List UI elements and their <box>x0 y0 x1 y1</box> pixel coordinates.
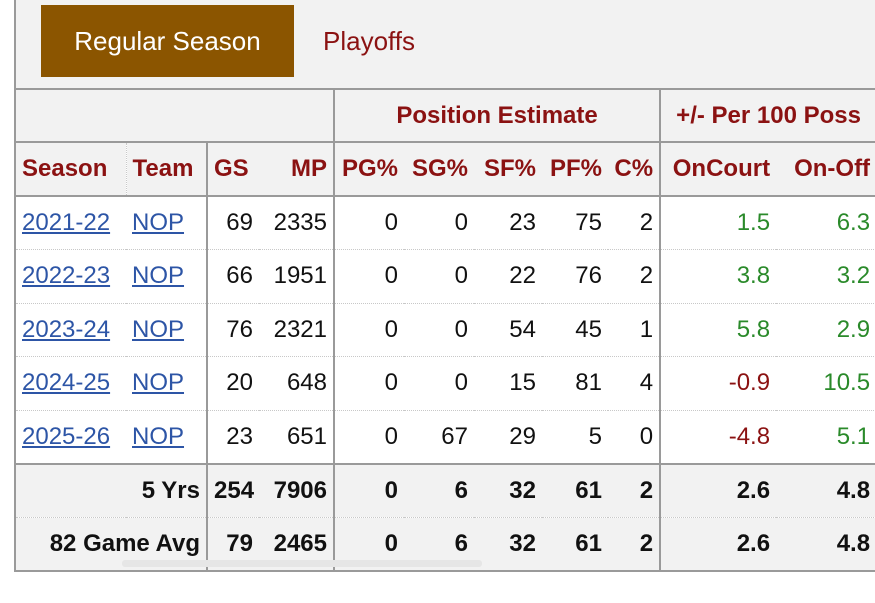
totals-label: 5 Yrs <box>14 463 207 518</box>
cell-oncourt: 5.8 <box>659 303 777 357</box>
total-sf-pct: 32 <box>474 463 542 518</box>
col-header-c-pct[interactable]: C% <box>608 142 661 197</box>
cell-pg-pct: 0 <box>333 410 404 465</box>
cell-on-off: 5.1 <box>776 410 875 465</box>
tab-playoffs[interactable]: Playoffs <box>323 25 416 56</box>
cell-on-off: 10.5 <box>776 356 875 411</box>
cell-pf-pct: 75 <box>542 196 608 250</box>
col-header-pg-pct[interactable]: PG% <box>333 142 404 197</box>
cell-sg-pct: 0 <box>404 249 474 304</box>
cell-c-pct: 1 <box>608 303 661 357</box>
team-link[interactable]: NOP <box>132 262 185 290</box>
total-pg-pct: 0 <box>333 463 404 518</box>
tab-regular-season[interactable]: Regular Season <box>41 5 294 77</box>
cell-oncourt: 1.5 <box>659 196 777 250</box>
team-link[interactable]: NOP <box>132 422 185 450</box>
table-row: 2023-24 NOP 76 2321 0 0 54 45 1 5.8 2.9 <box>14 303 875 357</box>
total-oncourt: 2.6 <box>659 463 777 518</box>
team-link[interactable]: NOP <box>132 209 185 236</box>
horizontal-scrollbar[interactable] <box>122 560 482 567</box>
col-header-on-off[interactable]: On-Off <box>776 142 875 197</box>
col-header-team[interactable]: Team <box>126 142 207 197</box>
cell-pf-pct: 81 <box>542 356 608 411</box>
cell-sf-pct: 23 <box>474 196 542 250</box>
season-link[interactable]: 2023-24 <box>22 315 111 343</box>
cell-on-off: 3.2 <box>776 249 875 304</box>
total-pf-pct: 61 <box>542 517 608 572</box>
table-row: 2025-26 NOP 23 651 0 67 29 5 0 -4.8 5.1 <box>14 410 875 465</box>
cell-pf-pct: 45 <box>542 303 608 357</box>
cell-on-off: 6.3 <box>776 196 875 250</box>
total-sf-pct: 32 <box>474 517 542 572</box>
cell-oncourt: -4.8 <box>659 410 777 465</box>
cell-c-pct: 4 <box>608 356 661 411</box>
col-header-oncourt[interactable]: OnCourt <box>659 142 777 197</box>
cell-sf-pct: 22 <box>474 249 542 304</box>
cell-pf-pct: 5 <box>542 410 608 465</box>
total-on-off: 4.8 <box>776 517 875 572</box>
col-header-season[interactable]: Season <box>14 142 127 197</box>
stats-table: Position Estimate +/- Per 100 Poss Seaso… <box>14 88 875 572</box>
col-header-mp[interactable]: MP <box>259 142 334 197</box>
season-link[interactable]: 2025-26 <box>22 422 111 450</box>
cell-pg-pct: 0 <box>333 303 404 357</box>
cell-sf-pct: 54 <box>474 303 542 357</box>
total-c-pct: 2 <box>608 463 661 518</box>
table-row: 2024-25 NOP 20 648 0 0 15 81 4 -0.9 10.5 <box>14 356 875 411</box>
cell-sf-pct: 15 <box>474 356 542 411</box>
cell-gs: 66 <box>206 249 259 304</box>
cell-mp: 2335 <box>259 196 334 250</box>
cell-gs: 69 <box>206 196 259 250</box>
cell-gs: 23 <box>206 410 259 465</box>
cell-sf-pct: 29 <box>474 410 542 465</box>
team-link[interactable]: NOP <box>132 315 185 343</box>
cell-sg-pct: 0 <box>404 356 474 411</box>
total-oncourt: 2.6 <box>659 517 777 572</box>
over-header-plus-minus: +/- Per 100 Poss <box>659 88 875 143</box>
total-c-pct: 2 <box>608 517 661 572</box>
over-header-position-estimate: Position Estimate <box>332 88 661 143</box>
tabs-bar: Regular Season Playoffs <box>14 0 875 88</box>
cell-c-pct: 2 <box>608 196 661 250</box>
total-sg-pct: 6 <box>404 463 474 518</box>
cell-sg-pct: 67 <box>404 410 474 465</box>
cell-gs: 20 <box>206 356 259 411</box>
total-on-off: 4.8 <box>776 463 875 518</box>
over-header-row: Position Estimate +/- Per 100 Poss <box>14 88 875 143</box>
cell-pg-pct: 0 <box>333 356 404 411</box>
over-header-blank <box>14 88 334 143</box>
cell-pg-pct: 0 <box>333 249 404 304</box>
season-link[interactable]: 2022-23 <box>22 262 111 290</box>
cell-on-off: 2.9 <box>776 303 875 357</box>
season-link[interactable]: 2024-25 <box>22 369 111 397</box>
col-header-sf-pct[interactable]: SF% <box>474 142 542 197</box>
cell-sg-pct: 0 <box>404 196 474 250</box>
col-header-pf-pct[interactable]: PF% <box>542 142 608 197</box>
cell-pg-pct: 0 <box>333 196 404 250</box>
total-pf-pct: 61 <box>542 463 608 518</box>
cell-mp: 1951 <box>259 249 334 304</box>
cell-mp: 648 <box>259 356 334 411</box>
stats-table-container: Position Estimate +/- Per 100 Poss Seaso… <box>14 88 875 572</box>
cell-oncourt: -0.9 <box>659 356 777 411</box>
cell-mp: 2321 <box>259 303 334 357</box>
total-mp: 7906 <box>259 463 334 518</box>
season-link[interactable]: 2021-22 <box>22 209 111 236</box>
col-header-gs[interactable]: GS <box>206 142 259 197</box>
cell-c-pct: 0 <box>608 410 661 465</box>
total-gs: 254 <box>206 463 259 518</box>
cell-oncourt: 3.8 <box>659 249 777 304</box>
column-header-row: Season Team GS MP PG% SG% SF% PF% C% OnC… <box>14 142 875 197</box>
cell-mp: 651 <box>259 410 334 465</box>
team-link[interactable]: NOP <box>132 369 185 397</box>
table-row: 2022-23 NOP 66 1951 0 0 22 76 2 3.8 3.2 <box>14 249 875 304</box>
cell-pf-pct: 76 <box>542 249 608 304</box>
cell-gs: 76 <box>206 303 259 357</box>
cell-sg-pct: 0 <box>404 303 474 357</box>
cell-c-pct: 2 <box>608 249 661 304</box>
table-row: 2021-22 NOP 69 2335 0 0 23 75 2 1.5 6.3 <box>14 196 875 250</box>
totals-row: 5 Yrs 254 7906 0 6 32 61 2 2.6 4.8 <box>14 463 875 518</box>
col-header-sg-pct[interactable]: SG% <box>404 142 474 197</box>
